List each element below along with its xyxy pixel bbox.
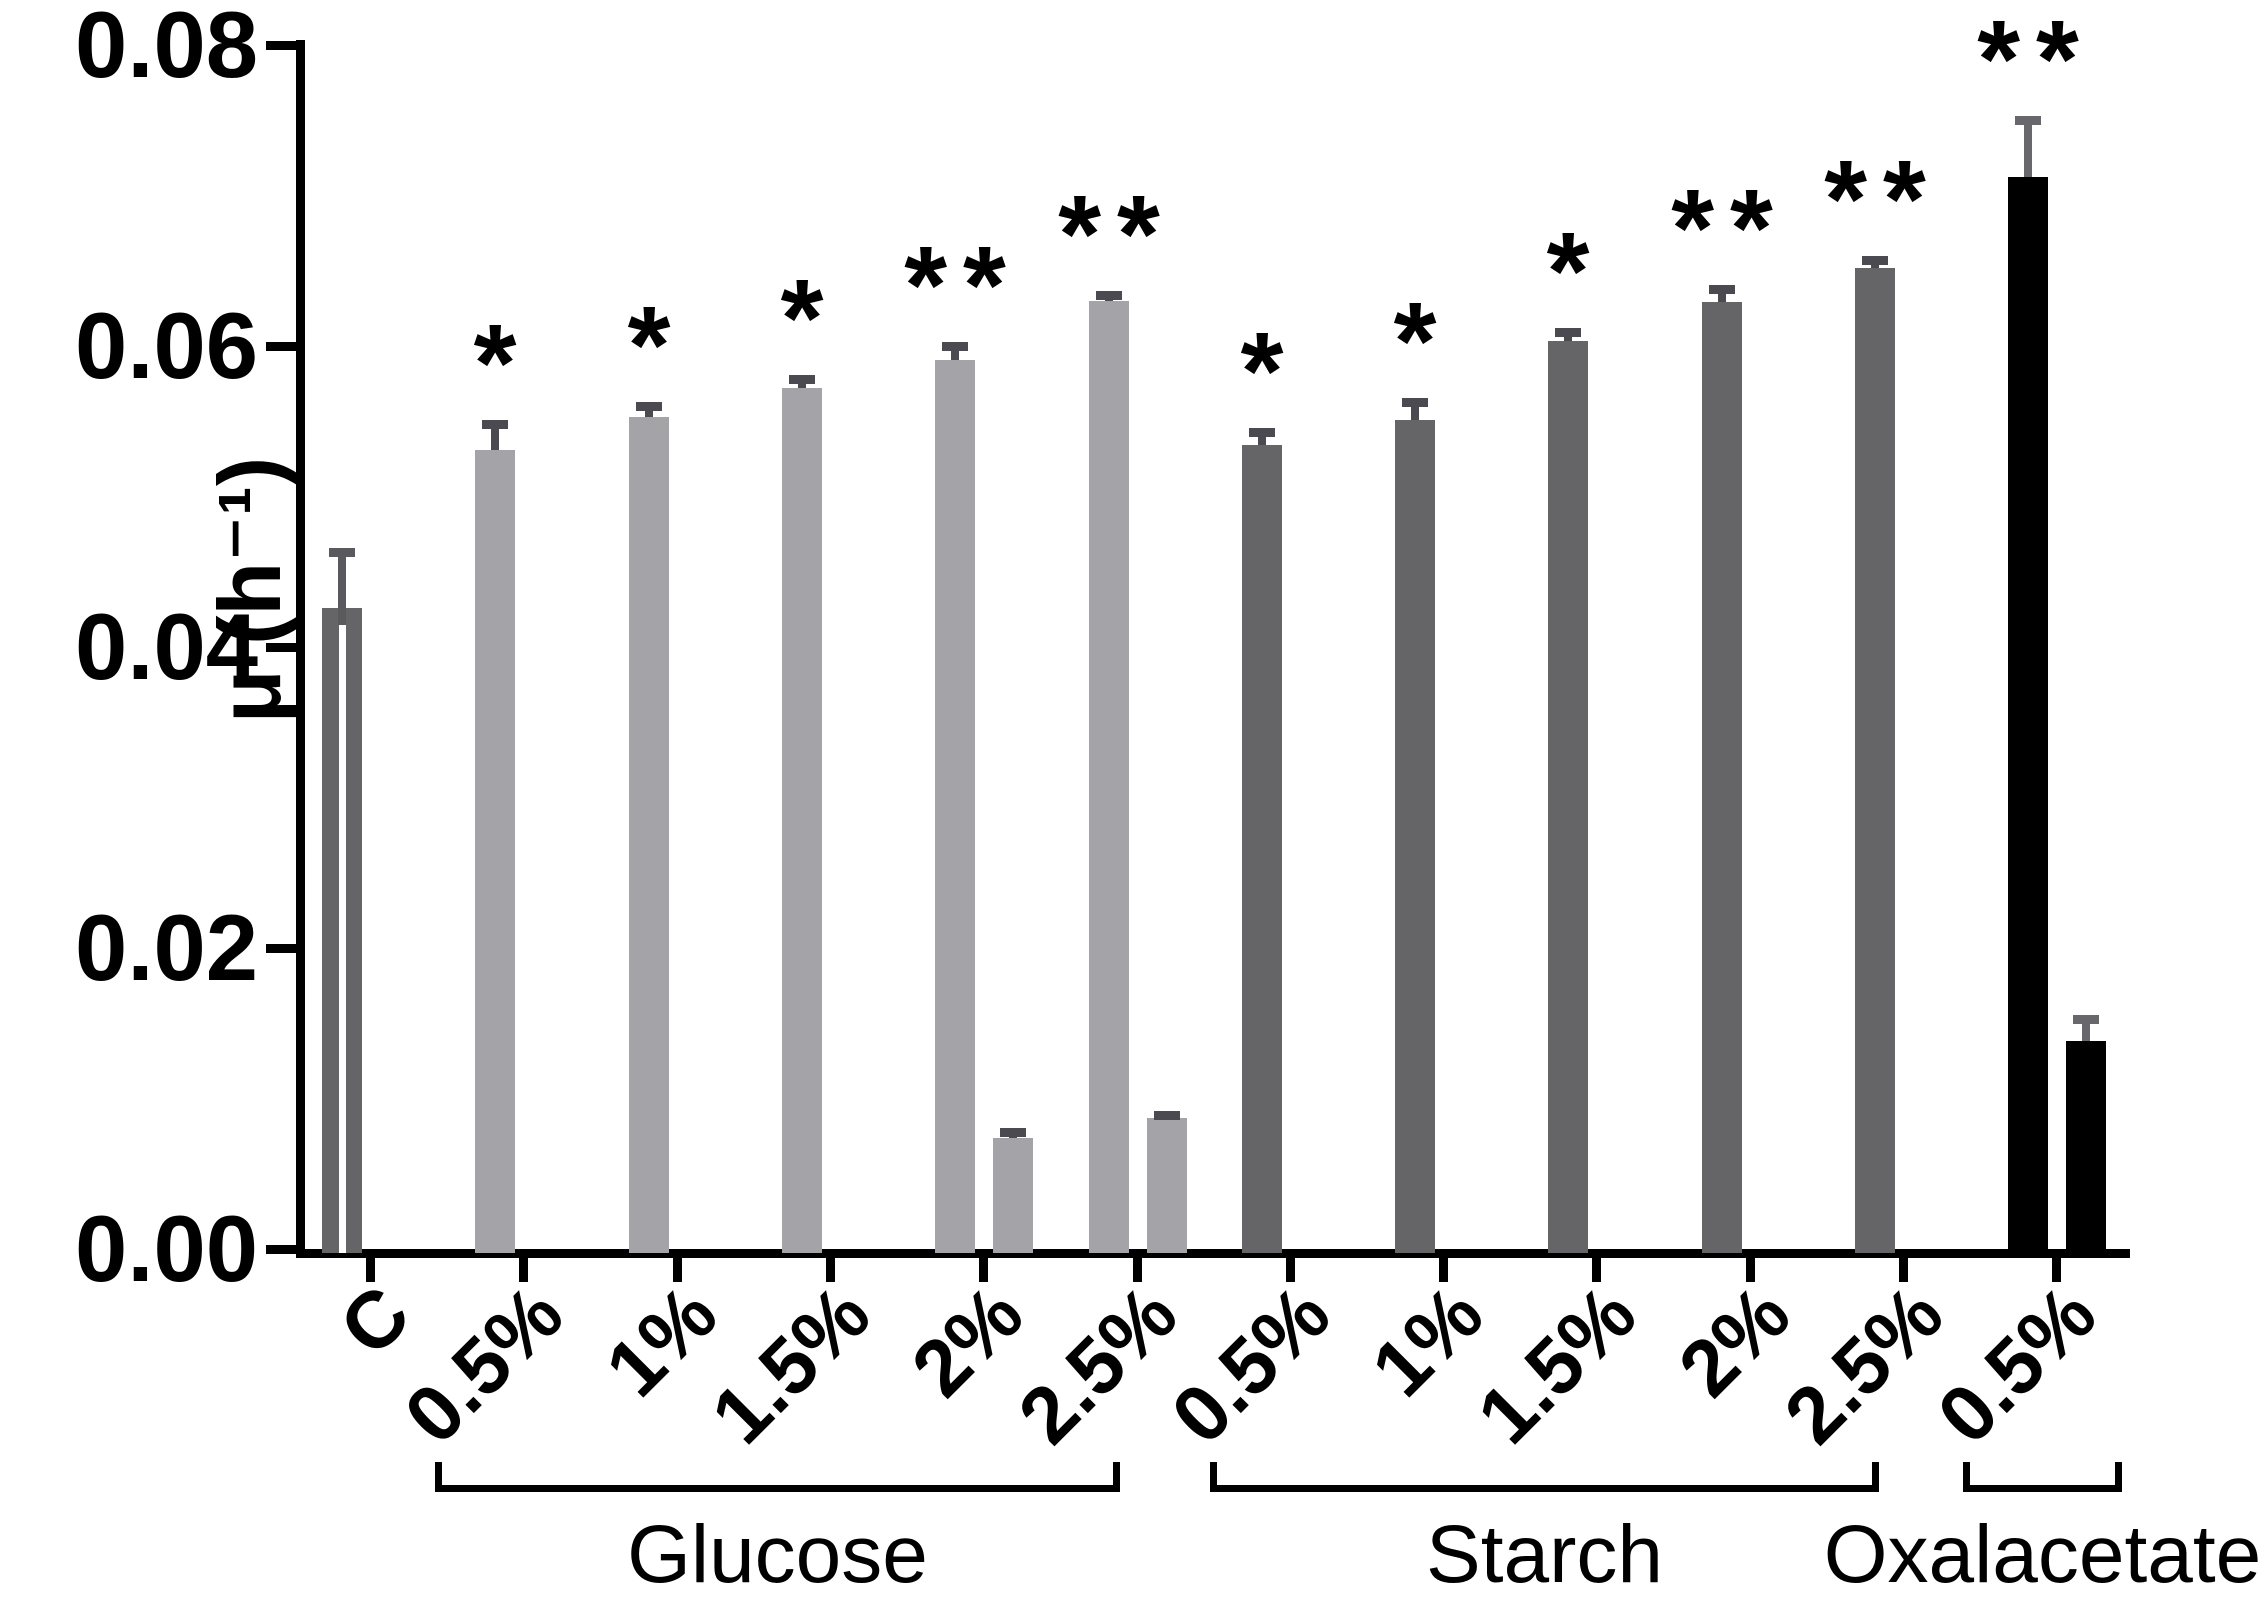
error-bar-stem bbox=[491, 424, 499, 450]
y-axis-tick-label: 0.08 bbox=[75, 0, 258, 97]
group-bracket-oxalacetate bbox=[1963, 1462, 2122, 1492]
bar-starch-0.5% bbox=[1242, 445, 1282, 1253]
error-bar-cap bbox=[329, 548, 355, 557]
x-axis-tick bbox=[1592, 1258, 1601, 1282]
x-axis-tick bbox=[1286, 1258, 1295, 1282]
error-bar-cap bbox=[942, 342, 968, 351]
error-bar-cap bbox=[789, 375, 815, 384]
significance-marker: * bbox=[1546, 210, 1590, 333]
error-bar-cap bbox=[636, 402, 662, 411]
error-bar-stem bbox=[1411, 402, 1419, 420]
group-label-starch: Starch bbox=[1426, 1509, 1663, 1600]
group-bracket-glucose bbox=[435, 1462, 1120, 1492]
bar-glucose-2.5% bbox=[1089, 301, 1129, 1253]
bar-glucose-2% bbox=[935, 360, 975, 1253]
y-axis-tick bbox=[266, 643, 296, 652]
x-axis-tick bbox=[366, 1258, 375, 1282]
error-bar-stem bbox=[2024, 120, 2032, 177]
error-bar-cap bbox=[2073, 1015, 2099, 1024]
x-axis-tick bbox=[979, 1258, 988, 1282]
error-bar-cap bbox=[1555, 328, 1581, 337]
error-bar-stem bbox=[2082, 1019, 2090, 1041]
y-axis-tick bbox=[266, 944, 296, 953]
error-bar-stem bbox=[1258, 432, 1266, 445]
bar-starch-2% bbox=[1702, 302, 1742, 1253]
error-bar-cap bbox=[1402, 398, 1428, 407]
significance-marker: * bbox=[627, 284, 671, 407]
significance-marker: * bbox=[1393, 280, 1437, 403]
bar-glucose-1.5% bbox=[782, 388, 822, 1253]
x-axis-line bbox=[296, 1249, 2130, 1258]
significance-marker: ** bbox=[1977, 0, 2095, 121]
significance-marker: ** bbox=[1671, 167, 1789, 290]
y-axis-tick-label: 0.00 bbox=[75, 1196, 258, 1301]
significance-marker: ** bbox=[1824, 138, 1942, 261]
x-axis-tick bbox=[1133, 1258, 1142, 1282]
group-label-oxalacetate: Oxalacetate bbox=[1823, 1509, 2262, 1600]
significance-marker: ** bbox=[904, 224, 1022, 347]
bar-starch-1.5% bbox=[1548, 341, 1588, 1253]
bar-oxalacetate-0.5%-secondary bbox=[2066, 1041, 2106, 1253]
bar-oxalacetate-0.5% bbox=[2008, 177, 2048, 1253]
x-axis-tick bbox=[1439, 1258, 1448, 1282]
error-bar-stem bbox=[645, 406, 653, 417]
error-bar-cap bbox=[1000, 1128, 1026, 1137]
error-bar-cap bbox=[1096, 291, 1122, 300]
bar-glucose-0.5% bbox=[475, 450, 515, 1253]
significance-marker: * bbox=[473, 302, 517, 425]
x-axis-tick bbox=[519, 1258, 528, 1282]
x-axis-tick bbox=[1899, 1258, 1908, 1282]
bar-starch-2.5% bbox=[1855, 268, 1895, 1253]
y-axis-tick bbox=[266, 342, 296, 351]
y-axis-tick-label: 0.06 bbox=[75, 293, 258, 398]
bar-center-gap bbox=[339, 625, 346, 1253]
significance-marker: * bbox=[1240, 310, 1284, 433]
error-bar-cap bbox=[2015, 116, 2041, 125]
y-axis-tick bbox=[266, 1245, 296, 1254]
x-axis-tick bbox=[673, 1258, 682, 1282]
error-bar-cap bbox=[1249, 428, 1275, 437]
bar-starch-1% bbox=[1395, 420, 1435, 1253]
error-bar-stem bbox=[1718, 289, 1726, 302]
error-bar-cap bbox=[1154, 1111, 1180, 1120]
significance-marker: ** bbox=[1058, 173, 1176, 296]
bar-glucose-2%-secondary bbox=[993, 1138, 1033, 1253]
y-axis-tick bbox=[266, 41, 296, 50]
y-axis-tick-label: 0.04 bbox=[75, 594, 258, 699]
error-bar-cap bbox=[482, 420, 508, 429]
bar-glucose-2.5%-secondary bbox=[1147, 1118, 1187, 1253]
error-bar-stem bbox=[338, 552, 346, 625]
x-axis-tick bbox=[826, 1258, 835, 1282]
group-label-glucose: Glucose bbox=[627, 1509, 928, 1600]
x-axis-tick bbox=[2052, 1258, 2061, 1282]
y-axis-line bbox=[296, 40, 305, 1258]
significance-marker: * bbox=[780, 257, 824, 380]
y-axis-tick-label: 0.02 bbox=[75, 895, 258, 1000]
bar-glucose-1% bbox=[629, 417, 669, 1253]
x-axis-tick bbox=[1746, 1258, 1755, 1282]
error-bar-cap bbox=[1709, 285, 1735, 294]
error-bar-cap bbox=[1862, 256, 1888, 265]
error-bar-stem bbox=[951, 346, 959, 360]
group-bracket-starch bbox=[1210, 1462, 1879, 1492]
